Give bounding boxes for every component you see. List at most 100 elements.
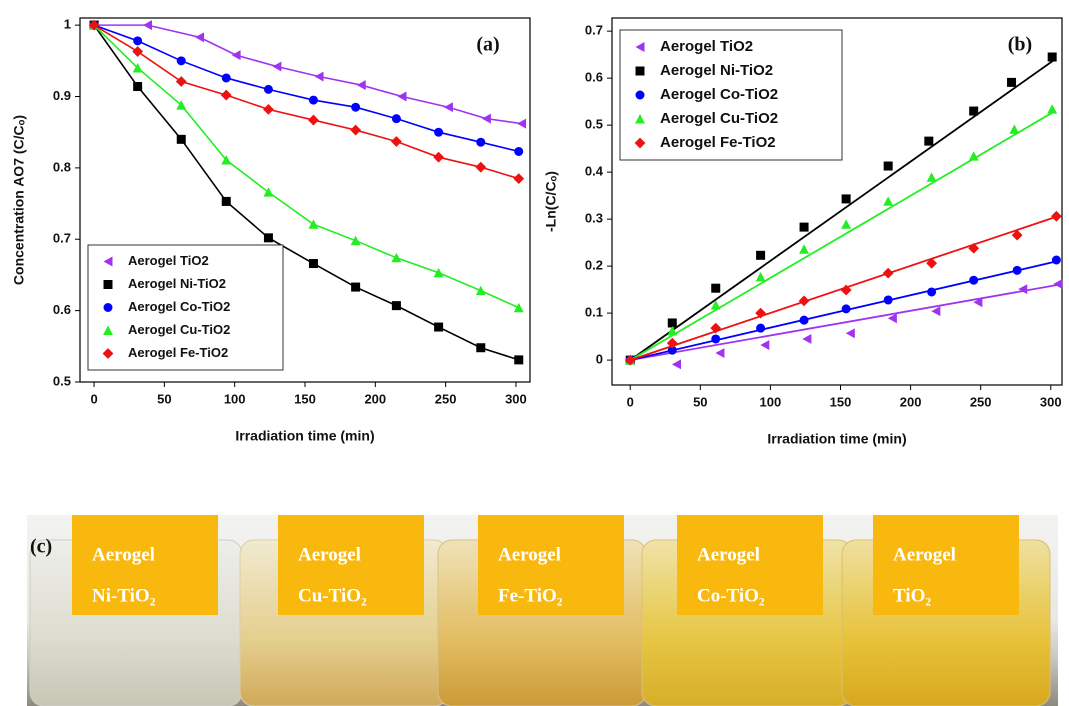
sample-label: Aerogel — [697, 544, 760, 565]
marker — [756, 324, 765, 333]
marker — [756, 251, 765, 260]
series-line — [94, 25, 519, 151]
marker — [884, 295, 893, 304]
marker — [309, 96, 318, 105]
sample-label: Aerogel — [298, 544, 361, 565]
marker — [264, 233, 273, 242]
marker — [350, 125, 361, 136]
marker — [133, 36, 142, 45]
y-tick-label: 0.4 — [585, 164, 604, 179]
marker — [392, 301, 401, 310]
marker — [232, 50, 241, 60]
marker — [434, 268, 444, 277]
series-line — [94, 25, 519, 178]
marker — [133, 82, 142, 91]
marker — [392, 114, 401, 123]
sample-label: Fe-TiO₂ — [498, 585, 563, 606]
marker — [842, 304, 851, 313]
marker — [222, 73, 231, 82]
legend-marker — [636, 91, 645, 100]
y-tick-label: 0.9 — [53, 88, 71, 103]
marker — [1051, 211, 1062, 222]
sample-label: Cu-TiO₂ — [298, 585, 367, 606]
y-tick-label: 0.1 — [585, 305, 603, 320]
sample-label: Ni-TiO₂ — [92, 585, 156, 606]
x-tick-label: 200 — [900, 394, 922, 409]
marker — [802, 334, 811, 344]
marker — [476, 343, 485, 352]
legend-marker — [104, 303, 113, 312]
marker — [176, 76, 187, 87]
legend-label: Aerogel Ni-TiO2 — [660, 62, 773, 79]
x-tick-label: 300 — [1040, 394, 1062, 409]
sample-label: Aerogel — [498, 544, 561, 565]
marker — [715, 348, 724, 358]
panel-label: (a) — [476, 34, 499, 56]
marker — [1007, 78, 1016, 87]
marker — [433, 152, 444, 163]
legend-label: Aerogel TiO2 — [660, 38, 753, 55]
marker — [711, 334, 720, 343]
marker — [760, 340, 769, 350]
legend-label: Aerogel Ni-TiO2 — [128, 276, 226, 291]
marker — [351, 236, 361, 245]
marker — [221, 90, 232, 101]
x-tick-label: 150 — [294, 391, 316, 406]
marker — [476, 286, 486, 295]
marker — [672, 359, 681, 369]
marker — [842, 194, 851, 203]
marker — [1047, 104, 1057, 113]
marker — [969, 107, 978, 116]
marker — [883, 268, 894, 279]
marker — [391, 253, 401, 262]
marker — [799, 295, 810, 306]
marker — [513, 173, 524, 184]
panel-label: (c) — [30, 536, 52, 558]
y-tick-label: 0.5 — [53, 373, 71, 388]
y-axis-label: -Ln(C/Cₒ) — [543, 171, 559, 232]
marker — [263, 104, 274, 115]
marker — [1052, 256, 1061, 265]
marker — [195, 32, 204, 42]
x-tick-label: 100 — [224, 391, 246, 406]
marker — [517, 119, 526, 129]
marker — [1053, 279, 1062, 289]
legend-label: Aerogel TiO2 — [128, 253, 209, 268]
legend-label: Aerogel Fe-TiO2 — [128, 345, 228, 360]
marker — [351, 283, 360, 292]
x-tick-label: 0 — [90, 391, 97, 406]
sample-label: TiO₂ — [893, 585, 931, 606]
y-tick-label: 0.6 — [585, 70, 603, 85]
marker — [391, 136, 402, 147]
legend-label: Aerogel Fe-TiO2 — [660, 134, 776, 151]
marker — [799, 244, 809, 253]
marker — [177, 135, 186, 144]
marker — [846, 328, 855, 338]
x-tick-label: 0 — [627, 394, 634, 409]
x-tick-label: 50 — [693, 394, 707, 409]
marker — [800, 223, 809, 232]
legend-label: Aerogel Co-TiO2 — [128, 299, 230, 314]
y-tick-label: 0 — [596, 352, 603, 367]
marker — [308, 115, 319, 126]
x-tick-label: 50 — [157, 391, 171, 406]
marker — [927, 172, 937, 181]
marker — [514, 355, 523, 364]
marker — [222, 197, 231, 206]
y-tick-label: 0.3 — [585, 211, 603, 226]
marker — [800, 316, 809, 325]
marker — [883, 196, 893, 205]
marker — [315, 72, 324, 82]
marker — [969, 276, 978, 285]
legend-label: Aerogel Co-TiO2 — [660, 86, 778, 103]
marker — [308, 219, 318, 228]
series-line — [94, 25, 522, 123]
marker — [434, 323, 443, 332]
y-axis-label: Concentration AO7 (C/Cₒ) — [11, 115, 27, 285]
x-axis-label: Irradiation time (min) — [767, 431, 906, 447]
marker — [351, 103, 360, 112]
legend-marker — [104, 280, 113, 289]
x-tick-label: 300 — [505, 391, 527, 406]
marker — [924, 137, 933, 146]
y-tick-label: 0.2 — [585, 258, 603, 273]
